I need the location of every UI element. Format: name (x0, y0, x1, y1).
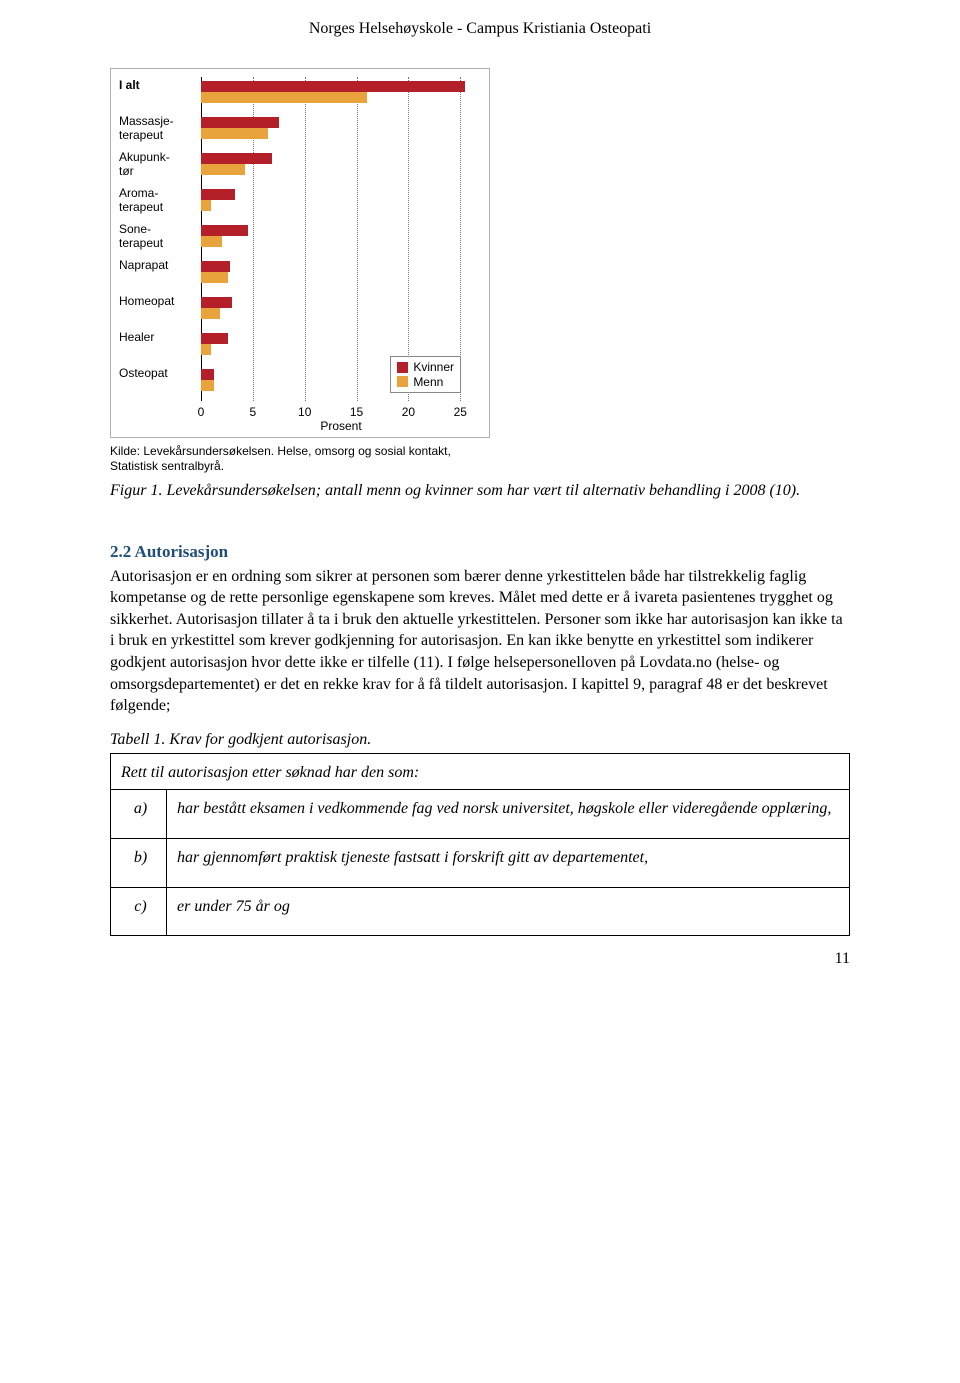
bar-menn (201, 236, 222, 247)
category-label: Sone-terapeut (119, 221, 201, 251)
legend-label-kvinner: Kvinner (413, 360, 454, 374)
category-label: I alt (119, 77, 201, 93)
row-text: har gjennomført praktisk tjeneste fastsa… (167, 838, 850, 887)
bar-menn (201, 272, 228, 283)
bar-kvinner (201, 225, 248, 236)
page-header-title: Norges Helsehøyskole - Campus Kristiania… (110, 20, 850, 38)
x-tick-label: 25 (454, 405, 467, 419)
category-label: Naprapat (119, 257, 201, 273)
row-letter: b) (111, 838, 167, 887)
bar-menn (201, 164, 245, 175)
category-label: Healer (119, 329, 201, 345)
chart-rows: I alt Massasje-terapeut Akupunk-tør Aroma-t… (119, 77, 481, 401)
bar-menn (201, 344, 211, 355)
figure-caption: Figur 1. Levekårsundersøkelsen; antall m… (110, 480, 850, 502)
table-row: a)har bestått eksamen i vedkommende fag … (111, 790, 850, 839)
bar-menn (201, 380, 214, 391)
chart-source-note: Kilde: Levekårsundersøkelsen. Helse, oms… (110, 444, 480, 474)
bar-kvinner (201, 297, 232, 308)
legend-item-kvinner: Kvinner (397, 360, 454, 374)
requirements-table: Rett til autorisasjon etter søknad har d… (110, 753, 850, 936)
category-label: Akupunk-tør (119, 149, 201, 179)
bar-kvinner (201, 189, 235, 200)
x-tick-label: 20 (402, 405, 415, 419)
table-caption: Tabell 1. Krav for godkjent autorisasjon… (110, 731, 850, 749)
row-letter: a) (111, 790, 167, 839)
row-text: har bestått eksamen i vedkommende fag ve… (167, 790, 850, 839)
bars-cell (201, 113, 481, 149)
section-body: Autorisasjon er en ordning som sikrer at… (110, 566, 850, 717)
bars-cell (201, 77, 481, 113)
x-tick-label: 5 (250, 405, 257, 419)
bar-kvinner (201, 369, 214, 380)
category-label: Massasje-terapeut (119, 113, 201, 143)
x-axis: Prosent 0 5 10 15 20 25 (119, 405, 481, 433)
chart-row: Homeopat (119, 293, 481, 329)
table-row: b)har gjennomført praktisk tjeneste fast… (111, 838, 850, 887)
legend-item-menn: Menn (397, 375, 454, 389)
bar-kvinner (201, 117, 279, 128)
x-tick-label: 15 (350, 405, 363, 419)
bar-kvinner (201, 261, 230, 272)
chart-row: Naprapat (119, 257, 481, 293)
category-label: Osteopat (119, 365, 201, 381)
row-text: er under 75 år og (167, 887, 850, 936)
row-letter: c) (111, 887, 167, 936)
section-heading: 2.2 Autorisasjon (110, 542, 850, 562)
bar-menn (201, 128, 268, 139)
bars-cell (201, 185, 481, 221)
bar-chart: I alt Massasje-terapeut Akupunk-tør Aroma-t… (110, 68, 490, 474)
chart-row: Massasje-terapeut (119, 113, 481, 149)
bars-cell (201, 221, 481, 257)
table-header-cell: Rett til autorisasjon etter søknad har d… (111, 753, 850, 790)
chart-legend: Kvinner Menn (390, 356, 461, 393)
bar-menn (201, 308, 220, 319)
category-label: Homeopat (119, 293, 201, 309)
chart-row: Aroma-terapeut (119, 185, 481, 221)
x-tick-label: 0 (198, 405, 205, 419)
chart-row: Akupunk-tør (119, 149, 481, 185)
bar-menn (201, 92, 367, 103)
table-row: c)er under 75 år og (111, 887, 850, 936)
legend-label-menn: Menn (413, 375, 443, 389)
category-label: Aroma-terapeut (119, 185, 201, 215)
swatch-kvinner (397, 362, 408, 373)
bar-kvinner (201, 81, 465, 92)
chart-row: I alt (119, 77, 481, 113)
x-tick-label: 10 (298, 405, 311, 419)
page-number: 11 (110, 950, 850, 968)
bar-kvinner (201, 153, 272, 164)
chart-box: I alt Massasje-terapeut Akupunk-tør Aroma-t… (110, 68, 490, 438)
x-axis-label: Prosent (320, 419, 361, 433)
chart-row: Sone-terapeut (119, 221, 481, 257)
swatch-menn (397, 376, 408, 387)
bar-menn (201, 200, 211, 211)
bars-cell (201, 293, 481, 329)
bars-cell (201, 257, 481, 293)
bars-cell (201, 149, 481, 185)
bar-kvinner (201, 333, 228, 344)
